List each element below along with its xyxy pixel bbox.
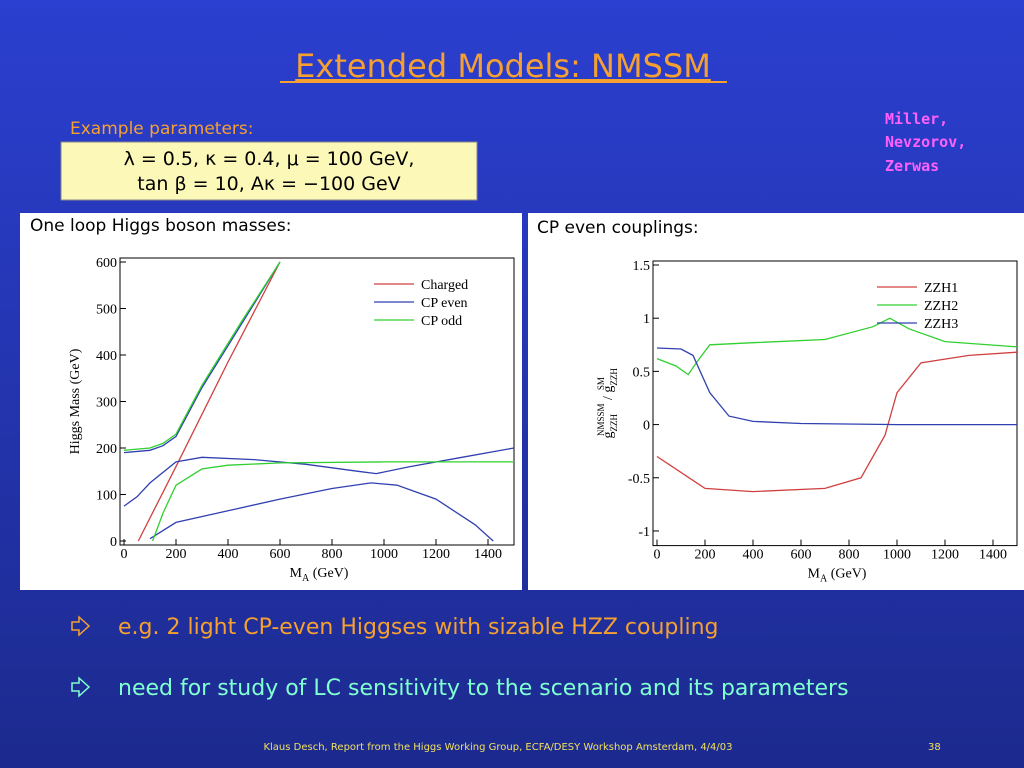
series-line xyxy=(137,261,281,542)
bullet-icon xyxy=(71,615,91,637)
param-line: tan β = 10, Aκ = −100 GeV xyxy=(137,173,400,195)
x-tick-label: 1200 xyxy=(422,547,450,562)
author: Miller, xyxy=(885,110,948,128)
y-axis-label: gZZHNMSSM / gZZHSM xyxy=(596,368,619,439)
panel-title: CP even couplings: xyxy=(537,218,699,238)
y-tick-label: 500 xyxy=(96,303,117,318)
x-tick-label: 0 xyxy=(654,548,661,563)
x-tick-label: 600 xyxy=(270,547,291,562)
legend-label: Charged xyxy=(421,278,468,293)
x-tick-label: 400 xyxy=(218,547,239,562)
y-tick-label: 400 xyxy=(96,349,117,364)
y-tick-label: 1.5 xyxy=(633,259,651,274)
x-axis-label: MA (GeV) xyxy=(808,567,867,585)
x-label-part: M xyxy=(808,567,821,582)
y-label-part: ZZH xyxy=(609,368,619,386)
x-tick-label: 1000 xyxy=(370,547,398,562)
x-tick-label: 200 xyxy=(166,547,187,562)
x-label-part: A xyxy=(302,573,310,584)
series-line xyxy=(656,317,1018,376)
param-line: λ = 0.5, κ = 0.4, μ = 100 GeV, xyxy=(124,148,415,170)
y-tick-label: 0 xyxy=(110,535,117,550)
author: Zerwas xyxy=(885,157,939,175)
x-tick-label: 1200 xyxy=(931,548,959,563)
y-label-part: SM xyxy=(596,377,606,390)
panel xyxy=(528,213,1024,590)
legend-label: ZZH3 xyxy=(924,317,958,332)
series-line xyxy=(123,261,515,542)
y-label-part: g xyxy=(601,432,616,439)
series-line xyxy=(656,351,1018,493)
param-box xyxy=(60,141,478,201)
bullet: need for study of LC sensitivity to the … xyxy=(118,676,849,701)
page-number: 38 xyxy=(928,742,941,753)
bullet: e.g. 2 light CP-even Higgses with sizabl… xyxy=(118,615,719,640)
x-tick-label: 1400 xyxy=(474,547,502,562)
panel-title: One loop Higgs boson masses: xyxy=(30,216,291,236)
y-tick-label: 100 xyxy=(96,489,117,504)
y-axis-label: Higgs Mass (GeV) xyxy=(68,348,83,454)
y-tick-label: 600 xyxy=(96,256,117,271)
series-line xyxy=(656,347,1017,426)
author: Nevzorov, xyxy=(885,133,966,151)
x-label-part: (GeV) xyxy=(309,566,349,581)
y-tick-label: 300 xyxy=(96,396,117,411)
x-tick-label: 200 xyxy=(695,548,716,563)
x-label-part: A xyxy=(820,574,828,585)
x-tick-label: 400 xyxy=(743,548,764,563)
footer: Klaus Desch, Report from the Higgs Worki… xyxy=(263,742,732,753)
y-tick-label: -1 xyxy=(638,525,650,540)
x-tick-label: 1000 xyxy=(883,548,911,563)
y-label-part: NMSSM xyxy=(596,403,606,436)
y-tick-label: 0 xyxy=(643,419,650,434)
x-label-part: (GeV) xyxy=(827,567,867,582)
legend-label: CP even xyxy=(421,296,468,311)
x-tick-label: 0 xyxy=(121,547,128,562)
y-tick-label: 1 xyxy=(643,312,650,327)
y-label-part: / g xyxy=(601,386,616,404)
y-tick-label: 200 xyxy=(96,442,117,457)
y-label-part: ZZH xyxy=(609,414,619,432)
legend-label: CP odd xyxy=(421,314,462,329)
x-tick-label: 800 xyxy=(322,547,343,562)
x-tick-label: 600 xyxy=(791,548,812,563)
x-tick-label: 1400 xyxy=(979,548,1007,563)
plot-frame xyxy=(652,260,1018,547)
x-tick-label: 800 xyxy=(839,548,860,563)
param-label: Example parameters: xyxy=(70,119,254,139)
slide-title: Extended Models: NMSSM xyxy=(295,47,711,85)
legend-label: ZZH2 xyxy=(924,299,958,314)
x-label-part: M xyxy=(290,566,303,581)
y-tick-label: -0.5 xyxy=(628,472,650,487)
series-line xyxy=(123,261,514,542)
x-axis-label: MA (GeV) xyxy=(290,566,349,584)
bullet-icon xyxy=(71,676,91,698)
legend-label: ZZH1 xyxy=(924,281,958,296)
y-tick-label: 0.5 xyxy=(633,365,651,380)
